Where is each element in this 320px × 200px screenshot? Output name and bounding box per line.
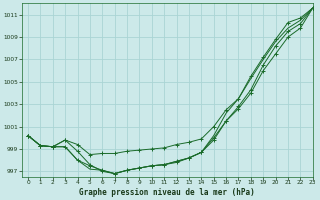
X-axis label: Graphe pression niveau de la mer (hPa): Graphe pression niveau de la mer (hPa) — [79, 188, 255, 197]
